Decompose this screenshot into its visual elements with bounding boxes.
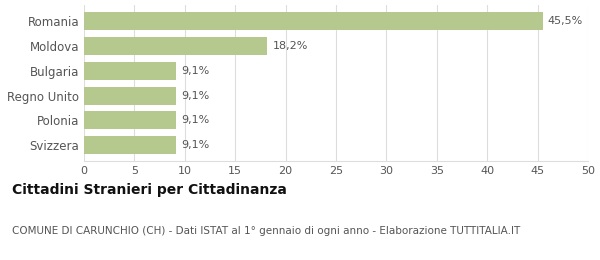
Bar [84, 87, 176, 105]
Text: 18,2%: 18,2% [272, 41, 308, 51]
Text: 9,1%: 9,1% [181, 115, 209, 125]
Bar [84, 136, 176, 154]
Bar [84, 37, 268, 55]
Bar [84, 62, 176, 80]
Text: COMUNE DI CARUNCHIO (CH) - Dati ISTAT al 1° gennaio di ogni anno - Elaborazione : COMUNE DI CARUNCHIO (CH) - Dati ISTAT al… [12, 226, 520, 236]
Bar [84, 12, 542, 30]
Text: Cittadini Stranieri per Cittadinanza: Cittadini Stranieri per Cittadinanza [12, 183, 287, 197]
Text: 9,1%: 9,1% [181, 90, 209, 101]
Bar [84, 112, 176, 129]
Text: 45,5%: 45,5% [548, 16, 583, 26]
Text: 9,1%: 9,1% [181, 66, 209, 76]
Text: 9,1%: 9,1% [181, 140, 209, 150]
